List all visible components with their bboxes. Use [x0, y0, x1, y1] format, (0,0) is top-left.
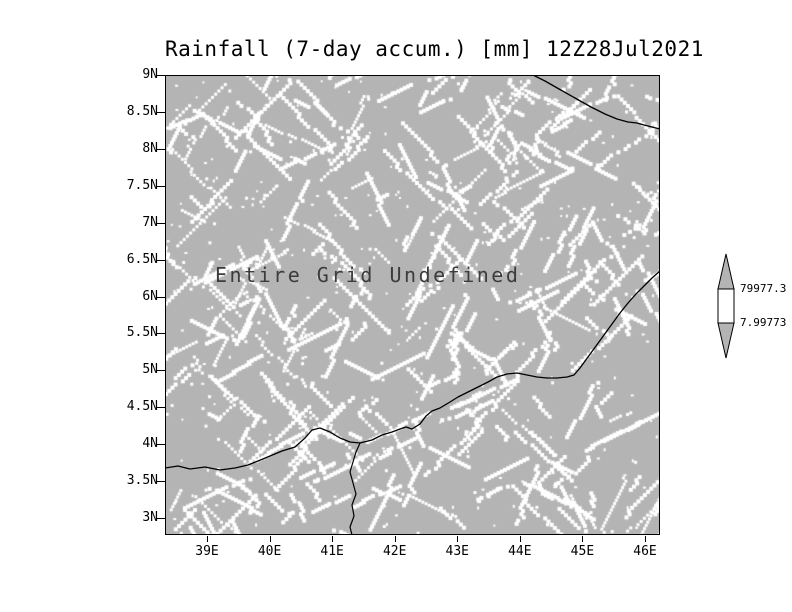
x-tick-label: 42E [382, 544, 407, 559]
x-tick-mark [645, 536, 646, 542]
x-tick-mark [394, 536, 396, 542]
y-tick-label: 7.5N [126, 177, 158, 193]
y-tick-label: 9N [142, 67, 158, 82]
x-tick-mark [519, 536, 521, 542]
y-tick-label: 5.5N [126, 325, 158, 341]
coastline-south [165, 270, 660, 471]
y-tick-mark [157, 185, 165, 187]
colorbar-middle-segment [717, 288, 735, 324]
x-tick-label: 43E [445, 544, 470, 559]
colorbar-label-upper: 79977.3 [740, 282, 787, 295]
x-tick-mark [582, 536, 584, 542]
undefined-data-pattern [165, 75, 660, 535]
x-tick-label: 44E [508, 544, 532, 559]
y-tick-mark [157, 148, 165, 150]
x-tick-label: 39E [195, 544, 219, 559]
y-tick-mark [157, 481, 165, 483]
x-tick-mark [269, 536, 271, 542]
y-tick-mark [157, 111, 165, 113]
y-tick-label: 3N [142, 510, 158, 525]
y-tick-mark [157, 296, 165, 298]
y-tick-label: 4N [142, 436, 158, 452]
y-tick-mark [157, 333, 165, 335]
y-tick-label: 7N [142, 214, 158, 230]
y-tick-label: 6N [142, 288, 158, 304]
map-plot-area: Entire Grid Undefined [165, 75, 660, 535]
coastline-northeast [532, 75, 660, 130]
y-tick-label: 3.5N [126, 473, 158, 489]
y-tick-mark [157, 222, 165, 224]
y-tick-label: 8N [142, 140, 158, 156]
x-tick-label: 46E [633, 544, 657, 559]
colorbar-upper-arrow [717, 253, 735, 290]
y-tick-mark [157, 407, 165, 409]
colorbar-lower-arrow [717, 322, 735, 359]
x-tick-mark [332, 536, 334, 542]
river-line [349, 442, 361, 535]
x-tick-mark [207, 536, 208, 542]
y-tick-label: 4.5N [126, 399, 158, 415]
y-tick-label: 6.5N [126, 251, 158, 267]
y-tick-mark [157, 370, 165, 372]
coastlines [165, 75, 660, 535]
y-tick-mark [157, 518, 165, 519]
x-tick-label: 41E [320, 544, 344, 559]
colorbar-shape [717, 253, 735, 359]
x-tick-label: 45E [570, 544, 595, 559]
undefined-grid-message: Entire Grid Undefined [215, 263, 521, 287]
colorbar: 79977.3 7.99773 [714, 253, 792, 363]
chart-title: Rainfall (7-day accum.) [mm] 12Z28Jul202… [165, 37, 704, 61]
y-tick-label: 5N [142, 362, 158, 378]
colorbar-label-lower: 7.99773 [740, 316, 787, 329]
y-tick-mark [157, 444, 165, 446]
y-tick-label: 8.5N [126, 103, 158, 119]
x-tick-label: 40E [257, 544, 282, 559]
x-tick-mark [457, 536, 459, 542]
y-tick-mark [157, 259, 165, 261]
y-tick-mark [157, 75, 165, 76]
